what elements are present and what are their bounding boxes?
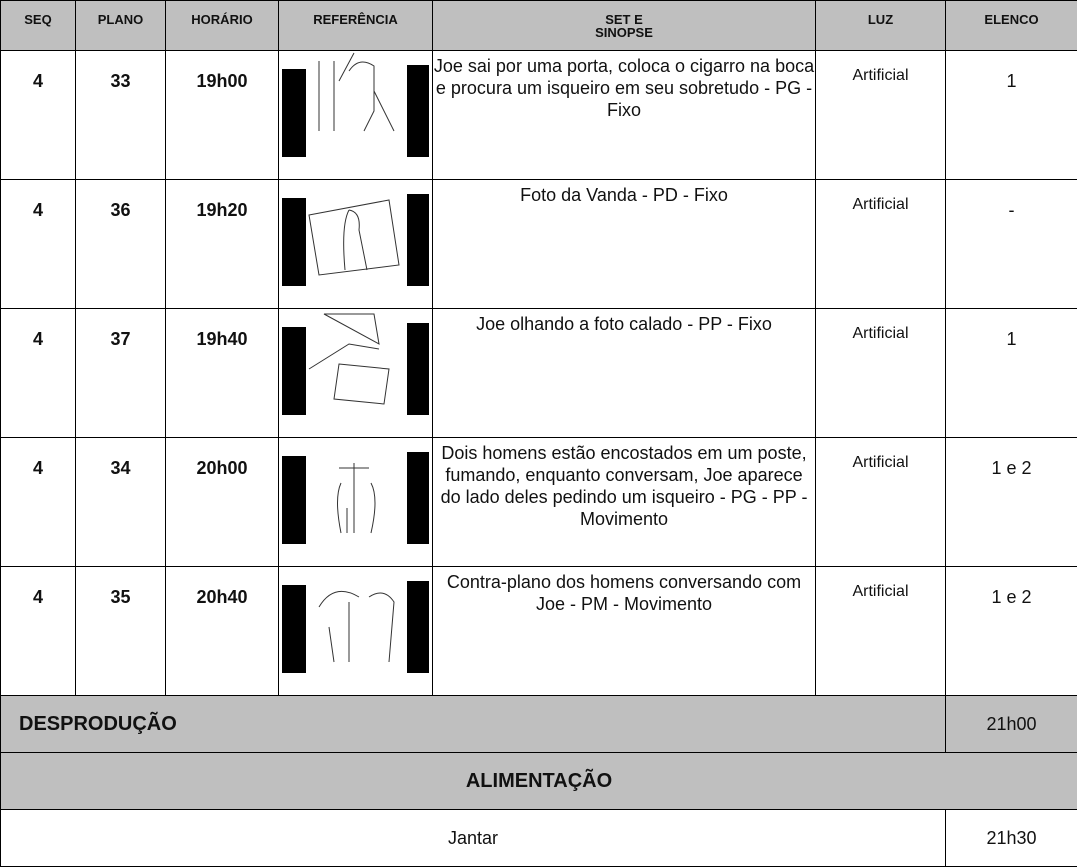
reference-cell — [279, 51, 433, 180]
seq-cell: 4 — [1, 309, 76, 438]
sketch-bar — [407, 65, 429, 157]
reference-sketch — [279, 438, 431, 544]
seq-cell: 4 — [1, 438, 76, 567]
reference-sketch — [279, 567, 431, 673]
column-header: SET E SINOPSE — [433, 1, 816, 51]
desproducao-row: DESPRODUÇÃO 21h00 — [1, 696, 1077, 753]
sketch-bar — [282, 585, 306, 673]
sketch-bar — [282, 327, 306, 415]
elenco-cell: - — [946, 180, 1077, 309]
desproducao-time: 21h00 — [946, 696, 1077, 753]
sketch-bar — [282, 69, 306, 157]
sketch-lines — [309, 314, 389, 404]
sketch-lines — [338, 463, 376, 533]
reference-cell — [279, 180, 433, 309]
sinopse-cell: Contra-plano dos homens conversando com … — [433, 567, 816, 696]
luz-cell: Artificial — [816, 180, 946, 309]
elenco-cell: 1 — [946, 309, 1077, 438]
sketch-lines — [309, 200, 399, 275]
sketch-bar — [407, 452, 429, 544]
plano-cell: 33 — [76, 51, 166, 180]
jantar-time: 21h30 — [946, 810, 1077, 867]
column-header: HORÁRIO — [166, 1, 279, 51]
horario-cell: 20h40 — [166, 567, 279, 696]
reference-sketch — [279, 309, 431, 415]
horario-cell: 19h00 — [166, 51, 279, 180]
horario-cell: 20h00 — [166, 438, 279, 567]
reference-cell — [279, 309, 433, 438]
plano-cell: 34 — [76, 438, 166, 567]
jantar-row: Jantar 21h30 — [1, 810, 1077, 867]
luz-cell: Artificial — [816, 567, 946, 696]
desproducao-label: DESPRODUÇÃO — [1, 696, 946, 753]
sinopse-cell: Joe olhando a foto calado - PP - Fixo — [433, 309, 816, 438]
alimentacao-row: ALIMENTAÇÃO — [1, 753, 1077, 810]
column-header: SEQ — [1, 1, 76, 51]
elenco-cell: 1 e 2 — [946, 438, 1077, 567]
sketch-bar — [282, 456, 306, 544]
sinopse-cell: Dois homens estão encostados em um poste… — [433, 438, 816, 567]
sketch-bar — [407, 581, 429, 673]
column-header: ELENCO — [946, 1, 1077, 51]
reference-sketch — [279, 51, 431, 157]
luz-cell: Artificial — [816, 309, 946, 438]
column-header: REFERÊNCIA — [279, 1, 433, 51]
seq-cell: 4 — [1, 180, 76, 309]
sinopse-cell: Foto da Vanda - PD - Fixo — [433, 180, 816, 309]
horario-cell: 19h20 — [166, 180, 279, 309]
jantar-label: Jantar — [1, 810, 946, 867]
plano-cell: 36 — [76, 180, 166, 309]
luz-cell: Artificial — [816, 51, 946, 180]
sketch-bar — [407, 194, 429, 286]
sinopse-cell: Joe sai por uma porta, coloca o cigarro … — [433, 51, 816, 180]
luz-cell: Artificial — [816, 438, 946, 567]
elenco-cell: 1 e 2 — [946, 567, 1077, 696]
elenco-cell: 1 — [946, 51, 1077, 180]
plano-cell: 37 — [76, 309, 166, 438]
reference-cell — [279, 567, 433, 696]
alimentacao-title: ALIMENTAÇÃO — [1, 753, 1077, 810]
sketch-lines — [319, 591, 394, 662]
seq-cell: 4 — [1, 567, 76, 696]
horario-cell: 19h40 — [166, 309, 279, 438]
sketch-bar — [282, 198, 306, 286]
seq-cell: 4 — [1, 51, 76, 180]
reference-cell — [279, 438, 433, 567]
column-header: PLANO — [76, 1, 166, 51]
sketch-bar — [407, 323, 429, 415]
column-header: LUZ — [816, 1, 946, 51]
plano-cell: 35 — [76, 567, 166, 696]
reference-sketch — [279, 180, 431, 286]
sketch-lines — [319, 53, 394, 131]
